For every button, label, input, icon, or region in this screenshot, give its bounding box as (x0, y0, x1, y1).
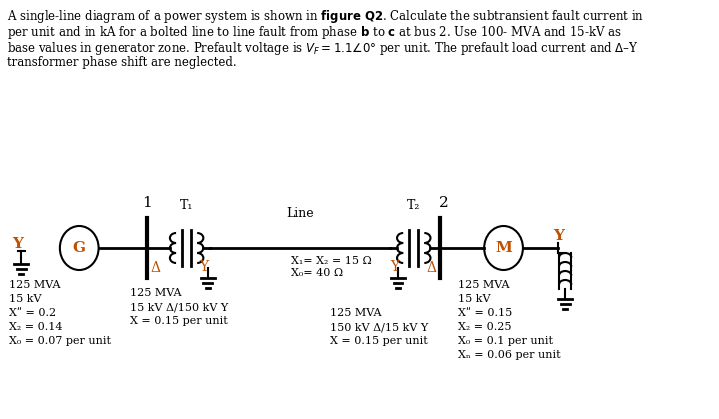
Text: Y: Y (12, 237, 23, 251)
Text: 125 MVA: 125 MVA (458, 280, 509, 290)
Text: Y: Y (553, 229, 564, 243)
Text: Line: Line (286, 207, 313, 220)
Text: X₀ = 0.1 per unit: X₀ = 0.1 per unit (458, 336, 553, 346)
Text: Xʺ = 0.2: Xʺ = 0.2 (9, 308, 56, 318)
Text: 1: 1 (142, 196, 152, 210)
Text: X = 0.15 per unit: X = 0.15 per unit (130, 316, 228, 326)
Text: X₀ = 0.07 per unit: X₀ = 0.07 per unit (9, 336, 111, 346)
Text: X₁= X₂ = 15 Ω: X₁= X₂ = 15 Ω (290, 256, 371, 266)
Text: A single-line diagram of a power system is shown in $\bf{figure\ Q2}$. Calculate: A single-line diagram of a power system … (7, 8, 644, 25)
Text: 125 MVA: 125 MVA (330, 308, 382, 318)
Text: G: G (73, 241, 86, 255)
Text: 125 MVA: 125 MVA (9, 280, 60, 290)
Text: T₂: T₂ (407, 199, 421, 212)
Text: 15 kV: 15 kV (9, 294, 41, 304)
Text: transformer phase shift are neglected.: transformer phase shift are neglected. (7, 56, 237, 69)
Text: M: M (495, 241, 512, 255)
Text: Δ: Δ (426, 261, 436, 275)
Text: 125 MVA: 125 MVA (130, 288, 182, 298)
Text: Y: Y (390, 260, 399, 274)
Text: base values in generator zone. Prefault voltage is $V_F = 1.1\angle0°$ per unit.: base values in generator zone. Prefault … (7, 40, 639, 57)
Text: Y: Y (200, 260, 209, 274)
Text: 2: 2 (439, 196, 449, 210)
Text: T₁: T₁ (180, 199, 193, 212)
Text: 15 kV Δ/150 kV Y: 15 kV Δ/150 kV Y (130, 302, 229, 312)
Text: Xʺ = 0.15: Xʺ = 0.15 (458, 308, 512, 318)
Text: 150 kV Δ/15 kV Y: 150 kV Δ/15 kV Y (330, 322, 429, 332)
Text: 15 kV: 15 kV (458, 294, 490, 304)
Text: X₂ = 0.14: X₂ = 0.14 (9, 322, 63, 332)
Text: per unit and in kA for a bolted line to line fault from phase $\bf{b}$ to $\bf{c: per unit and in kA for a bolted line to … (7, 24, 622, 41)
Text: Δ: Δ (151, 261, 161, 275)
Text: Xₙ = 0.06 per unit: Xₙ = 0.06 per unit (458, 350, 560, 360)
Text: X = 0.15 per unit: X = 0.15 per unit (330, 336, 428, 346)
Text: X₂ = 0.25: X₂ = 0.25 (458, 322, 511, 332)
Text: X₀= 40 Ω: X₀= 40 Ω (290, 268, 343, 278)
